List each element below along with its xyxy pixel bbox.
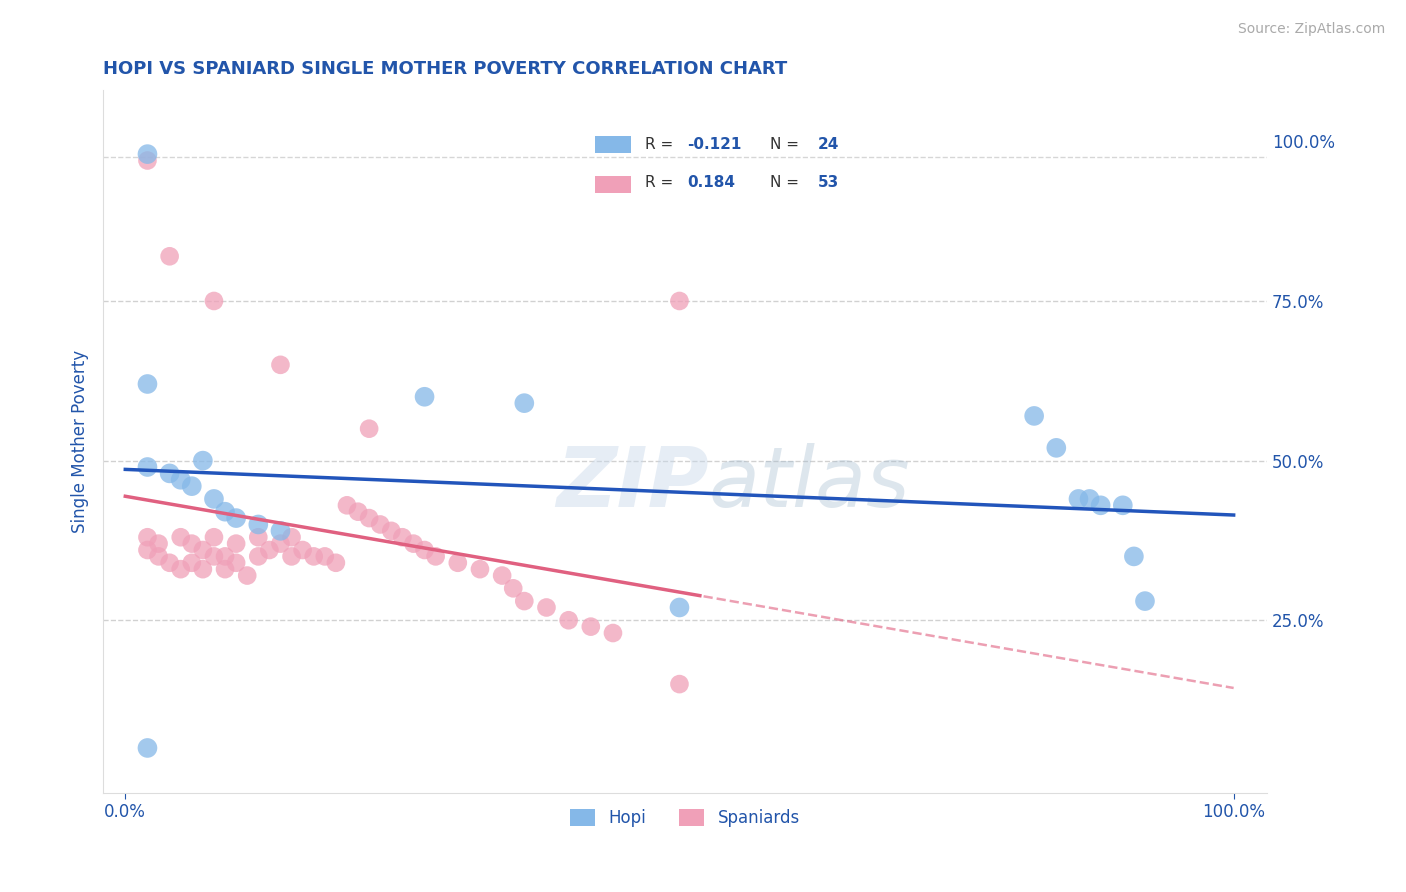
Point bbox=[557, 613, 579, 627]
Point bbox=[159, 556, 181, 570]
Point bbox=[368, 517, 391, 532]
Point bbox=[269, 524, 291, 538]
Point bbox=[468, 562, 491, 576]
Point bbox=[347, 505, 370, 519]
Point bbox=[391, 530, 413, 544]
Point bbox=[1024, 409, 1046, 423]
Point bbox=[214, 505, 236, 519]
Point bbox=[502, 582, 524, 596]
Point bbox=[668, 600, 690, 615]
Point bbox=[280, 530, 302, 544]
Point bbox=[402, 536, 425, 550]
Point bbox=[214, 562, 236, 576]
Point bbox=[425, 549, 447, 564]
Point bbox=[1078, 491, 1101, 506]
Point bbox=[202, 293, 225, 308]
Point bbox=[491, 568, 513, 582]
Point bbox=[314, 549, 336, 564]
Point bbox=[214, 549, 236, 564]
Point bbox=[148, 549, 170, 564]
Point bbox=[225, 556, 247, 570]
Text: ZIP: ZIP bbox=[555, 443, 709, 524]
Point bbox=[513, 594, 536, 608]
Point bbox=[280, 549, 302, 564]
Point bbox=[269, 358, 291, 372]
Point bbox=[579, 620, 602, 634]
Point bbox=[148, 536, 170, 550]
Y-axis label: Single Mother Poverty: Single Mother Poverty bbox=[72, 350, 89, 533]
Point bbox=[668, 677, 690, 691]
Point bbox=[136, 530, 159, 544]
Point bbox=[159, 249, 181, 263]
Point bbox=[136, 741, 159, 756]
Point bbox=[259, 543, 281, 558]
Point bbox=[536, 600, 558, 615]
Point bbox=[136, 376, 159, 391]
Point bbox=[291, 543, 314, 558]
Point bbox=[302, 549, 325, 564]
Point bbox=[602, 626, 624, 640]
Point bbox=[1133, 594, 1156, 608]
Point bbox=[668, 293, 690, 308]
Point bbox=[180, 479, 202, 493]
Point bbox=[1067, 491, 1090, 506]
Point bbox=[136, 147, 159, 161]
Point bbox=[170, 473, 193, 487]
Point bbox=[136, 153, 159, 168]
Point bbox=[359, 511, 381, 525]
Point bbox=[191, 453, 214, 467]
Point bbox=[236, 568, 259, 582]
Point bbox=[1045, 441, 1067, 455]
Point bbox=[202, 491, 225, 506]
Point bbox=[447, 556, 470, 570]
Point bbox=[247, 530, 270, 544]
Point bbox=[359, 422, 381, 436]
Point bbox=[325, 556, 347, 570]
Point bbox=[225, 536, 247, 550]
Legend: Hopi, Spaniards: Hopi, Spaniards bbox=[564, 802, 807, 833]
Point bbox=[180, 536, 202, 550]
Point bbox=[159, 467, 181, 481]
Point bbox=[191, 562, 214, 576]
Point bbox=[413, 390, 436, 404]
Point bbox=[202, 549, 225, 564]
Point bbox=[247, 517, 270, 532]
Point bbox=[170, 530, 193, 544]
Point bbox=[136, 543, 159, 558]
Text: HOPI VS SPANIARD SINGLE MOTHER POVERTY CORRELATION CHART: HOPI VS SPANIARD SINGLE MOTHER POVERTY C… bbox=[103, 60, 787, 78]
Point bbox=[170, 562, 193, 576]
Point bbox=[191, 543, 214, 558]
Point bbox=[1112, 498, 1135, 512]
Text: Source: ZipAtlas.com: Source: ZipAtlas.com bbox=[1237, 22, 1385, 37]
Point bbox=[513, 396, 536, 410]
Point bbox=[225, 511, 247, 525]
Point bbox=[202, 530, 225, 544]
Point bbox=[380, 524, 402, 538]
Point bbox=[269, 536, 291, 550]
Point bbox=[336, 498, 359, 512]
Point bbox=[180, 556, 202, 570]
Point bbox=[1090, 498, 1112, 512]
Point bbox=[1122, 549, 1144, 564]
Point bbox=[413, 543, 436, 558]
Point bbox=[136, 460, 159, 475]
Text: atlas: atlas bbox=[709, 443, 910, 524]
Point bbox=[247, 549, 270, 564]
